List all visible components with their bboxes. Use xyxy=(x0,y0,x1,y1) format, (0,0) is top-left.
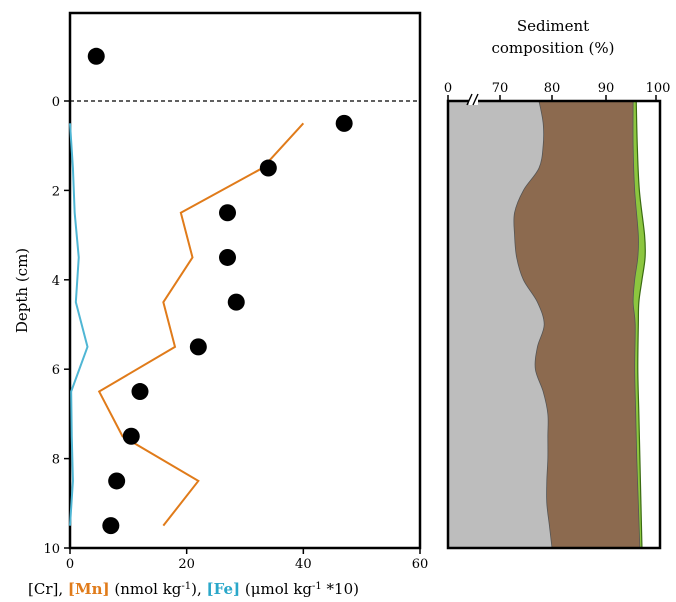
y-axis-label: Depth (cm) xyxy=(13,248,31,333)
sediment-composition-chart: 0 70 80 90 100 Sediment composition (%) xyxy=(444,17,671,550)
x-tick-label: 0 xyxy=(66,557,74,572)
y-tick-label: 4 xyxy=(52,274,60,289)
composition-tick-label: 100 xyxy=(646,81,671,96)
composition-title-line: composition (%) xyxy=(491,39,614,57)
x-tick-label: 20 xyxy=(178,557,195,572)
y-tick-label: 8 xyxy=(52,453,60,468)
composition-tick-label: 90 xyxy=(598,81,615,96)
cr-point xyxy=(259,159,277,177)
composition-axis-ticks: 0 70 80 90 100 xyxy=(444,81,671,101)
y-tick-label: 0 xyxy=(52,95,60,110)
composition-tick-label: 70 xyxy=(492,81,509,96)
y-tick-label: 6 xyxy=(52,363,60,378)
plot-frame xyxy=(68,11,422,550)
cr-point xyxy=(189,338,207,356)
grey-layer xyxy=(447,100,553,549)
x-tick-label: 60 xyxy=(412,557,429,572)
fe-line xyxy=(69,123,89,526)
composition-title: Sediment composition (%) xyxy=(491,17,614,57)
y-tick-label: 2 xyxy=(52,184,60,199)
depth-profile-chart: 0 2 4 6 8 10 0 20 40 60 Depth (cm) [Cr], [Mn] (n… xyxy=(13,11,428,598)
x-label-part: [Fe] xyxy=(207,580,241,598)
cr-point xyxy=(219,204,236,222)
x-axis-ticks: 0 20 40 60 xyxy=(66,548,428,572)
axis-break-gap xyxy=(469,95,478,105)
cr-point xyxy=(108,472,126,490)
cr-point xyxy=(102,517,120,535)
x-axis-label: [Cr], [Mn] (nmol kg-1), [Fe] (μmol kg-1 … xyxy=(28,580,359,598)
cr-point xyxy=(122,427,140,445)
x-tick-label: 40 xyxy=(295,557,312,572)
x-label-part: (μmol kg xyxy=(240,580,312,598)
cr-point xyxy=(227,293,245,311)
y-axis-ticks: 0 2 4 6 8 10 xyxy=(43,95,70,557)
composition-tick-label: 0 xyxy=(444,81,452,96)
y-tick-label: 10 xyxy=(43,542,60,557)
composition-area-layer xyxy=(447,100,660,549)
composition-frame xyxy=(446,99,662,550)
x-label-part: ), xyxy=(191,580,206,598)
composition-tick-label: 80 xyxy=(544,81,561,96)
cr-point xyxy=(335,114,353,132)
cr-point xyxy=(219,248,236,266)
series-layer xyxy=(69,47,353,535)
x-label-part: *10) xyxy=(322,580,359,598)
axis-break-marker xyxy=(466,93,479,106)
cr-point xyxy=(87,47,105,65)
x-label-part: [Mn] xyxy=(68,580,110,598)
axis-break-slash xyxy=(466,93,473,106)
x-label-part: -1 xyxy=(181,581,191,592)
mn-line xyxy=(97,122,305,527)
axis-break-slash xyxy=(472,93,479,106)
cr-point xyxy=(131,383,149,401)
x-label-part: -1 xyxy=(312,581,322,592)
composition-title-line: Sediment xyxy=(517,17,589,35)
x-label-part: [Cr], xyxy=(28,580,68,598)
x-label-part: (nmol kg xyxy=(110,580,182,598)
